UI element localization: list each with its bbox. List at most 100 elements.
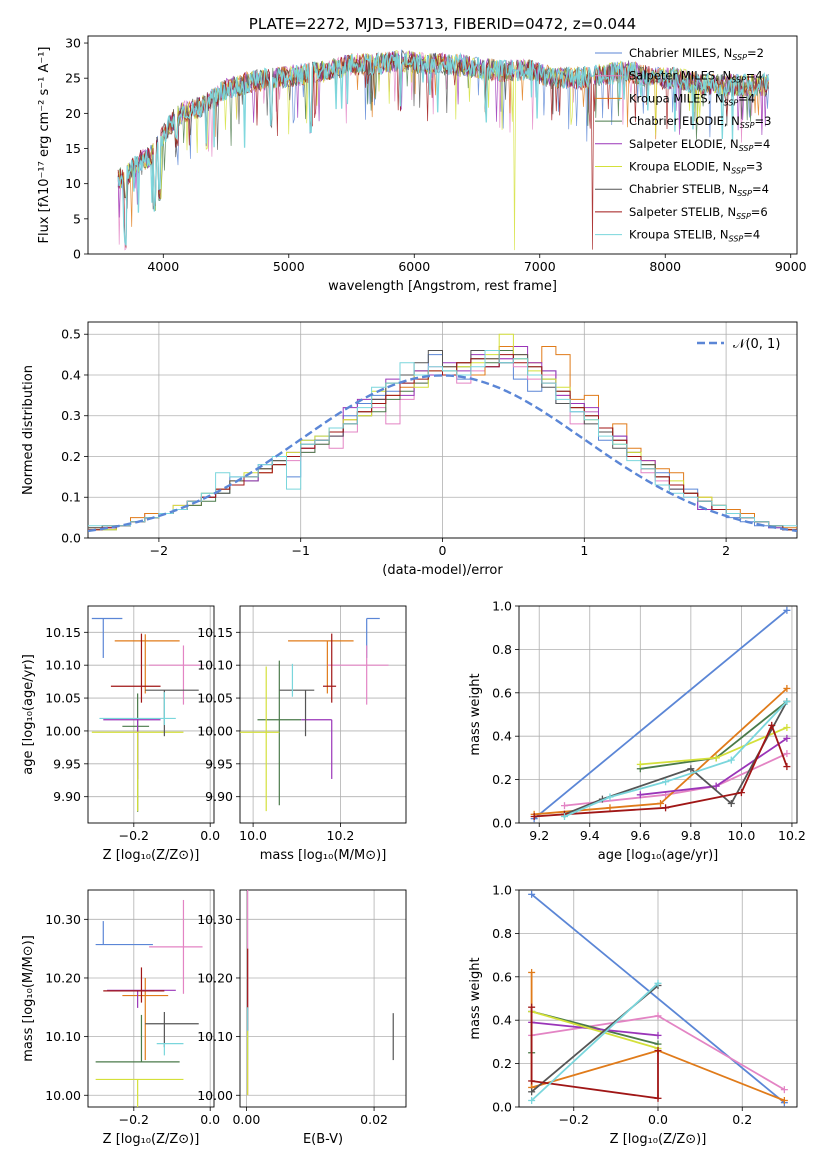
y-tick-label: 10.15	[45, 625, 81, 640]
x-tick-label: 4000	[147, 259, 179, 274]
y-tick-label: 20	[65, 106, 81, 121]
x-tick-label: 2	[722, 543, 730, 558]
y-tick-label: 0.6	[492, 969, 512, 984]
y-tick-label: 0.2	[492, 1056, 512, 1071]
legend-label: Kroupa ELODIE, NSSP=3	[629, 160, 763, 176]
x-tick-label: −2	[150, 543, 168, 558]
legend-label: Chabrier ELODIE, NSSP=3	[629, 114, 771, 130]
legend-label-suffix: =6	[751, 205, 768, 219]
x-tick-label: −0.2	[559, 1112, 589, 1127]
legend-label-suffix: =4	[738, 91, 755, 105]
y-tick-label: 10.10	[45, 658, 81, 673]
panel-mass-vs-Z: −0.2 0.0 10.00 10.10 10.20 10.30 Z [log₁₀(Z/Z⊙…	[21, 889, 220, 1147]
weight-line	[530, 982, 659, 1102]
y-tick-label: 10.00	[45, 723, 81, 738]
legend-label-subscript: SSP	[731, 167, 746, 176]
x-tick-label: 0.0	[200, 1112, 220, 1127]
x-axis-label: Z [log₁₀(Z/Z⊙)]	[103, 848, 200, 863]
y-tick-label: 25	[65, 71, 81, 86]
axes-frame	[87, 321, 798, 539]
x-tick-label: 10.0	[239, 828, 267, 843]
weight-line	[531, 1010, 659, 1050]
y-tick-label: 10.05	[197, 691, 233, 706]
y-tick-label: 10.00	[45, 1088, 81, 1103]
legend-label-subscript: SSP	[731, 76, 746, 85]
panel-age-vs-mass: 10.0 10.2 9.90 9.95 10.00 10.05 10.10 10.15 mass…	[197, 605, 407, 863]
x-tick-label: 0	[439, 543, 447, 558]
legend-label-suffix: =4	[743, 228, 760, 242]
legend-label: Chabrier MILES, NSSP=2	[629, 46, 764, 62]
legend-label-text: Salpeter STELIB, N	[629, 205, 736, 219]
x-tick-label: 10.2	[327, 828, 355, 843]
y-tick-label: 9.95	[205, 756, 233, 771]
x-axis-label: age [log₁₀(age/yr)]	[598, 848, 719, 863]
x-tick-label: 9.6	[630, 828, 650, 843]
legend-label-subscript: SSP	[732, 53, 747, 62]
x-tick-label: 1	[580, 543, 588, 558]
y-tick-label: 0.4	[61, 367, 81, 382]
y-tick-label: 0.4	[492, 1013, 512, 1028]
legend-label-suffix: =2	[747, 46, 764, 60]
y-tick-label: 10.10	[197, 1029, 233, 1044]
legend-label-text: Chabrier ELODIE, N	[629, 114, 740, 128]
weight-line	[531, 1021, 659, 1037]
y-axis-label: mass weight	[468, 957, 483, 1039]
x-tick-label: 9.4	[580, 828, 600, 843]
panel-spectrum: 4000 5000 6000 7000 8000 9000 0 5 10 15 20 25 30 wave…	[37, 15, 807, 294]
legend-label-subscript: SSP	[724, 98, 739, 107]
y-axis-label: mass [log₁₀(M/M⊙)]	[21, 935, 36, 1062]
legend-label-subscript: SSP	[740, 121, 755, 130]
x-tick-label: 0.2	[732, 1112, 752, 1127]
legend-label-text: Chabrier STELIB, N	[629, 182, 737, 196]
x-axis-label: E(B-V)	[303, 1132, 343, 1147]
chart-title: PLATE=2272, MJD=53713, FIBERID=0472, z=0…	[249, 15, 636, 33]
plot-area-age-vs-Z	[91, 617, 203, 812]
x-tick-label: 8000	[649, 259, 681, 274]
x-tick-label: 9000	[775, 259, 807, 274]
x-axis-label: mass [log₁₀(M/M⊙)]	[260, 848, 387, 863]
axes-frame	[87, 889, 215, 1108]
y-tick-label: 10.20	[197, 970, 233, 985]
legend-label: Chabrier STELIB, NSSP=4	[629, 182, 769, 198]
x-tick-label: 0.02	[360, 1112, 388, 1127]
x-tick-label: 0.0	[648, 1112, 668, 1127]
legend-label-subscript: SSP	[737, 189, 752, 198]
y-tick-label: 0.1	[61, 490, 81, 505]
y-tick-label: 10.15	[197, 625, 233, 640]
y-tick-label: 0.2	[492, 772, 512, 787]
y-axis-label: Flux [fλ10⁻¹⁷ erg cm⁻² s⁻¹ A⁻¹]	[37, 47, 52, 244]
legend-label-text: Salpeter ELODIE, N	[629, 137, 739, 151]
axes-frame	[87, 605, 215, 824]
legend-label: Salpeter STELIB, NSSP=6	[629, 205, 768, 221]
y-tick-label: 0.3	[61, 408, 81, 423]
axes-frame	[518, 605, 798, 824]
y-tick-label: 1.0	[492, 883, 512, 898]
x-tick-label: 10.0	[727, 828, 755, 843]
panel-weight-vs-Z: −0.2 0.0 0.2 0.0 0.2 0.4 0.6 0.8 1.0 Z [log₁₀(Z/Z…	[468, 883, 798, 1147]
legend-label: Kroupa STELIB, NSSP=4	[629, 228, 760, 244]
y-tick-label: 10.05	[45, 691, 81, 706]
legend-label-text: Chabrier MILES, N	[629, 46, 732, 60]
plot-area-age-vs-mass	[240, 617, 389, 812]
panel-residuals: −2 −1 0 1 2 0.0 0.1 0.2 0.3 0.4 0.5 (data-model)/er…	[21, 321, 798, 578]
spectrum-line	[117, 51, 770, 246]
legend-label-text: Kroupa ELODIE, N	[629, 160, 731, 174]
x-tick-label: 9.2	[529, 828, 549, 843]
plot-area-residuals	[88, 333, 797, 533]
x-axis-label: Z [log₁₀(Z/Z⊙)]	[610, 1132, 707, 1147]
weight-line	[534, 723, 788, 818]
x-tick-label: −0.2	[119, 828, 149, 843]
y-tick-label: 9.90	[53, 789, 81, 804]
plot-area-spectrum	[117, 49, 770, 251]
y-tick-label: 10	[65, 176, 81, 191]
legend-label-subscript: SSP	[736, 212, 751, 221]
y-axis-label: mass weight	[468, 673, 483, 755]
plot-area-weight-vs-age	[530, 606, 791, 823]
y-tick-label: 30	[65, 36, 81, 51]
y-tick-label: 0.6	[492, 685, 512, 700]
x-tick-label: −1	[291, 543, 309, 558]
y-axis-label: age [log₁₀(age/yr)]	[21, 654, 36, 775]
legend-label-suffix: =4	[753, 137, 770, 151]
y-tick-label: 0.5	[61, 327, 81, 342]
